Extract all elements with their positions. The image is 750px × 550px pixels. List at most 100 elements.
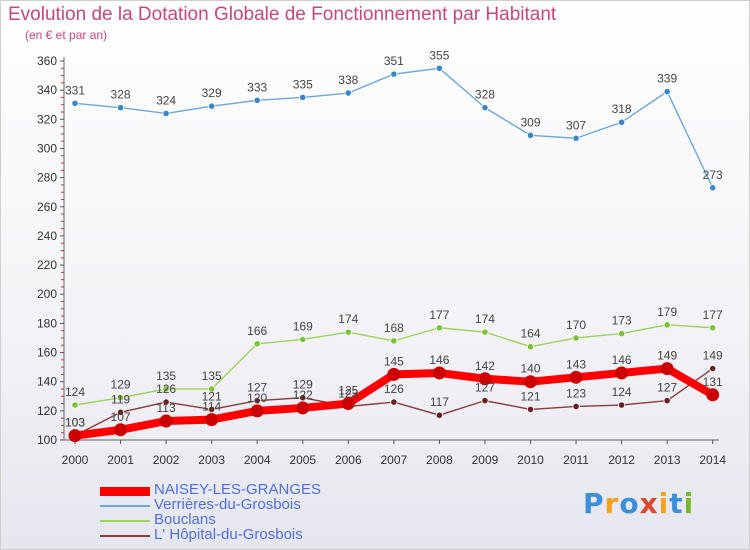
data-point-naisey-les-granges (432, 366, 446, 380)
data-point-naisey-les-granges (615, 366, 629, 380)
data-point-naisey-les-granges (569, 370, 583, 384)
data-label-naisey-les-granges: 143 (566, 357, 586, 371)
x-tick-label: 2007 (380, 453, 407, 467)
x-tick-label: 2003 (198, 453, 225, 467)
logo-letter: o (619, 487, 640, 520)
y-tick-label: 280 (37, 171, 57, 185)
data-label-bouclans: 170 (566, 318, 586, 332)
data-point-naisey-les-granges (660, 362, 674, 376)
legend-item: Verrières-du-Grosbois (100, 496, 400, 513)
x-tick-label: 2012 (608, 453, 635, 467)
data-point-naisey-les-granges (478, 372, 492, 386)
data-label-l-h-pital-du-grosbois: 123 (566, 386, 586, 400)
x-tick-label: 2004 (244, 453, 271, 467)
data-point-l-h-pital-du-grosbois (299, 394, 307, 402)
x-tick-label: 2008 (426, 453, 453, 467)
data-point-bouclans (572, 334, 580, 342)
data-point-verri-res-du-grosbois (344, 89, 352, 97)
data-label-l-h-pital-du-grosbois: 127 (475, 381, 495, 395)
chart-title: Evolution de la Dotation Globale de Fonc… (8, 4, 557, 25)
y-tick-label: 320 (37, 112, 57, 126)
data-point-naisey-les-granges (159, 414, 173, 428)
x-tick-label: 2005 (289, 453, 316, 467)
y-tick-label: 180 (37, 316, 57, 330)
y-tick-label: 140 (37, 375, 57, 389)
data-label-l-h-pital-du-grosbois: 149 (703, 349, 723, 363)
data-point-verri-res-du-grosbois (253, 96, 261, 104)
data-point-bouclans (617, 329, 626, 338)
data-label-naisey-les-granges: 103 (65, 416, 85, 430)
data-label-l-h-pital-du-grosbois: 119 (111, 392, 130, 406)
data-label-l-h-pital-du-grosbois: 103 (65, 416, 85, 430)
data-point-bouclans (435, 324, 443, 332)
logo-letter: t (669, 487, 684, 520)
data-point-verri-res-du-grosbois (162, 109, 170, 118)
x-tick-label: 2000 (62, 453, 89, 467)
data-point-naisey-les-granges (114, 423, 128, 437)
data-point-bouclans (344, 328, 352, 336)
y-tick-label: 360 (37, 54, 57, 68)
y-tick-label: 260 (37, 200, 57, 214)
legend-label: Verrières-du-Grosbois (154, 496, 301, 513)
data-label-l-h-pital-du-grosbois: 127 (247, 381, 267, 395)
y-tick-label: 200 (37, 287, 57, 301)
data-label-verri-res-du-grosbois: 273 (703, 168, 723, 182)
data-label-l-h-pital-du-grosbois: 121 (202, 389, 222, 403)
data-point-naisey-les-granges (341, 397, 355, 411)
data-label-naisey-les-granges: 146 (429, 353, 449, 367)
data-point-verri-res-du-grosbois (617, 118, 626, 126)
chart-subtitle: (en € et par an) (25, 28, 108, 42)
data-point-l-h-pital-du-grosbois (208, 405, 216, 413)
legend-item: L' Hôpital-du-Grosbois (100, 526, 400, 543)
data-label-verri-res-du-grosbois: 333 (247, 80, 267, 94)
data-point-bouclans (162, 385, 170, 393)
data-label-bouclans: 129 (111, 378, 131, 392)
x-tick-label: 2002 (153, 453, 180, 467)
data-label-l-h-pital-du-grosbois: 126 (384, 382, 404, 396)
data-point-l-h-pital-du-grosbois (162, 398, 170, 406)
x-tick-label: 2006 (335, 453, 362, 467)
data-point-bouclans (526, 343, 535, 351)
data-point-naisey-les-granges (524, 375, 537, 389)
data-label-naisey-les-granges: 146 (612, 353, 632, 367)
data-point-bouclans (116, 394, 125, 402)
data-label-verri-res-du-grosbois: 328 (111, 88, 131, 102)
data-point-verri-res-du-grosbois (116, 104, 125, 112)
data-label-naisey-les-granges: 149 (657, 349, 677, 363)
logo-letter: x (639, 487, 659, 520)
x-tick-label: 2011 (563, 453, 589, 467)
data-label-naisey-les-granges: 113 (157, 401, 176, 415)
data-point-naisey-les-granges (68, 429, 82, 443)
y-tick-label: 240 (37, 229, 57, 243)
legend-swatch (100, 486, 150, 496)
x-tick-label: 2010 (517, 453, 544, 467)
data-point-bouclans (299, 335, 307, 344)
legend-swatch (100, 520, 150, 522)
data-label-l-h-pital-du-grosbois: 121 (520, 389, 540, 403)
data-point-l-h-pital-du-grosbois (390, 398, 398, 406)
chart-series (68, 64, 720, 443)
data-label-l-h-pital-du-grosbois: 123 (338, 386, 358, 400)
data-label-naisey-les-granges: 131 (703, 375, 723, 389)
data-label-verri-res-du-grosbois: 331 (65, 83, 85, 97)
legend-label: L' Hôpital-du-Grosbois (154, 526, 303, 543)
logo-letter: P (583, 487, 605, 520)
legend-item: NAISEY-LES-GRANGES (100, 481, 400, 498)
data-label-verri-res-du-grosbois: 309 (520, 115, 540, 129)
data-label-bouclans: 135 (156, 369, 176, 383)
data-point-verri-res-du-grosbois (71, 99, 79, 107)
data-label-verri-res-du-grosbois: 307 (566, 118, 586, 132)
data-label-bouclans: 166 (247, 324, 267, 338)
data-point-naisey-les-granges (250, 404, 264, 418)
data-label-verri-res-du-grosbois: 335 (293, 77, 313, 91)
data-label-verri-res-du-grosbois: 351 (384, 54, 404, 68)
data-label-bouclans: 174 (475, 312, 495, 326)
legend-item: Bouclans (100, 511, 400, 528)
logo-letter: i (683, 487, 695, 520)
data-point-bouclans (709, 324, 717, 332)
data-label-verri-res-du-grosbois: 329 (202, 86, 222, 100)
data-label-naisey-les-granges: 122 (293, 388, 313, 402)
data-label-naisey-les-granges: 107 (111, 410, 131, 424)
